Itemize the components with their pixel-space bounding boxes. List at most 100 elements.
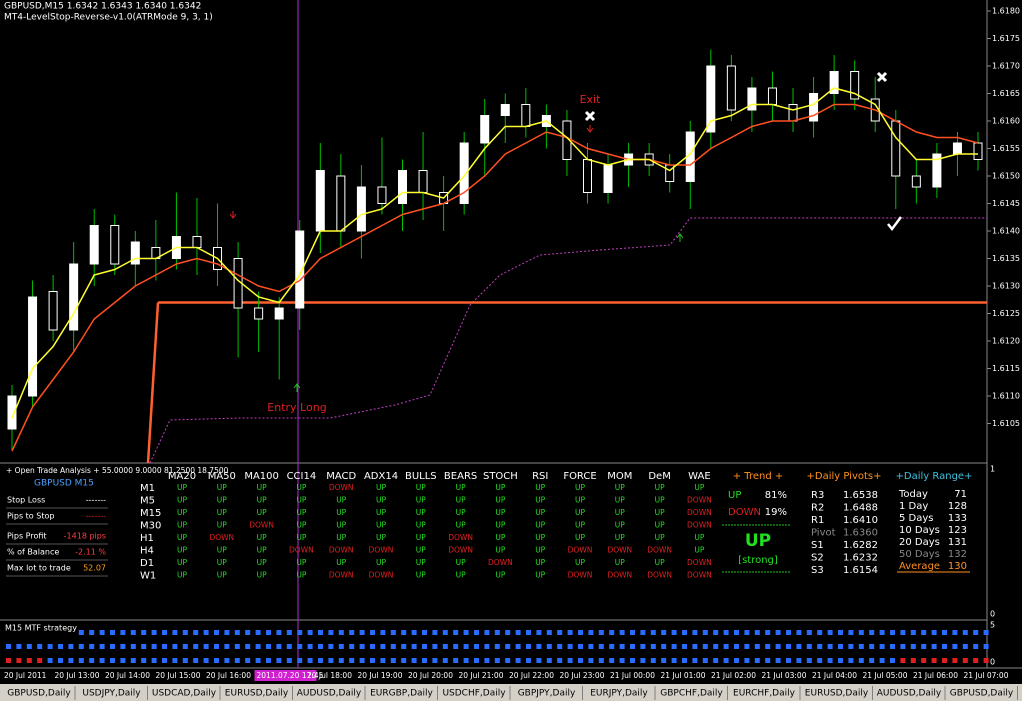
- strategy-dot: [245, 630, 251, 635]
- strategy-dot: [193, 658, 199, 663]
- trend-signal: UP: [745, 531, 771, 551]
- price-tick-label: 1.6140: [992, 227, 1020, 236]
- strategy-dot: [754, 630, 760, 635]
- price-tick-label: 1.6155: [992, 144, 1020, 153]
- strategy-dot: [661, 630, 667, 635]
- timeframe-label: M1: [140, 483, 155, 494]
- strategy-dot: [276, 630, 282, 635]
- strategy-dot: [786, 658, 791, 663]
- strategy-dot: [765, 630, 771, 635]
- tab[interactable]: GBPJPY,Daily: [518, 689, 576, 699]
- strategy-dot: [578, 658, 583, 663]
- candle-body: [89, 225, 99, 265]
- range-value: 133: [948, 513, 967, 524]
- strategy-dot: [890, 630, 895, 635]
- strategy-dot: [910, 630, 916, 635]
- ma-fast: [11, 87, 978, 419]
- tab[interactable]: EURUSD,Daily: [805, 689, 869, 699]
- pivot-label: Pivot: [811, 528, 836, 539]
- range-value: 131: [948, 537, 967, 548]
- trend-strength: [strong]: [738, 555, 778, 566]
- signal-cell: UP: [296, 533, 306, 542]
- time-label: 20 Jul 13:00: [55, 671, 100, 680]
- signal-cell: DOWN: [607, 546, 632, 555]
- matrix-header: ADX14: [364, 471, 398, 482]
- range-title: +Daily Range+: [896, 471, 973, 482]
- signal-cell: UP: [495, 571, 505, 580]
- strategy-dot: [411, 644, 417, 649]
- strategy-dot: [68, 658, 74, 663]
- pivot-value: 1.6154: [843, 565, 878, 576]
- strategy-dot: [120, 658, 126, 663]
- strategy-dot: [453, 644, 459, 649]
- sell-arrow: [229, 125, 594, 219]
- strategy-dot: [151, 658, 157, 663]
- pivot-label: R2: [811, 503, 824, 514]
- signal-cell: UP: [535, 496, 545, 505]
- candle-body: [973, 142, 983, 160]
- tab[interactable]: GBPCHF,Daily: [660, 689, 723, 699]
- signal-cell: UP: [296, 483, 306, 492]
- price-tick-label: 1.6115: [992, 364, 1020, 373]
- signal-cell: UP: [296, 558, 306, 567]
- signal-cell: UP: [177, 521, 187, 530]
- strategy-scale: 5: [990, 621, 995, 630]
- signal-cell: UP: [655, 558, 665, 567]
- strategy-dot: [942, 658, 947, 663]
- signal-cell: UP: [376, 483, 386, 492]
- strategy-scale: 0: [990, 658, 995, 667]
- trend-up-label: UP: [728, 490, 741, 501]
- strategy-dot: [141, 630, 147, 635]
- strategy-dot: [817, 630, 823, 635]
- strategy-dot: [286, 658, 292, 663]
- tab[interactable]: EURJPY,Daily: [590, 689, 648, 699]
- candle-body: [911, 175, 921, 188]
- strategy-dot: [432, 630, 438, 635]
- tab[interactable]: GBPUSD,Daily: [7, 689, 71, 699]
- strategy-dot: [390, 630, 396, 635]
- time-label: 21 Jul 05:00: [863, 671, 908, 680]
- strategy-dot: [266, 630, 271, 635]
- signal-cell: UP: [615, 508, 625, 517]
- strategy-dot: [806, 644, 812, 649]
- strategy-dot: [370, 630, 375, 635]
- strategy-dot: [900, 658, 906, 663]
- tab[interactable]: EURCHF,Daily: [733, 689, 796, 699]
- strategy-dot: [432, 658, 438, 663]
- signal-cell: DOWN: [607, 571, 632, 580]
- strategy-dot: [671, 644, 677, 649]
- signal-cell: UP: [495, 521, 505, 530]
- tab[interactable]: EURUSD,Daily: [225, 689, 289, 699]
- tab[interactable]: EURGBP,Daily: [370, 689, 433, 699]
- tab[interactable]: AUDUSD,Daily: [297, 689, 362, 699]
- strategy-dot: [879, 658, 885, 663]
- timeframe-label: D1: [140, 558, 154, 569]
- strategy-dot: [848, 644, 854, 649]
- candle-body: [110, 225, 120, 265]
- pivot-label: R1: [811, 515, 824, 526]
- strategy-dot: [973, 630, 979, 635]
- signal-cell: UP: [336, 521, 346, 530]
- pivot-label: R3: [811, 490, 824, 501]
- signal-cell: UP: [177, 533, 187, 542]
- entry-level-riser: [146, 302, 160, 464]
- signal-cell: UP: [575, 521, 585, 530]
- signal-cell: UP: [615, 496, 625, 505]
- signal-cell: DOWN: [329, 483, 354, 492]
- tab[interactable]: USDJPY,Daily: [82, 689, 141, 699]
- time-label: 20 Jul 21:00: [459, 671, 504, 680]
- signal-cell: UP: [177, 496, 187, 505]
- tab[interactable]: GBPUSD,Daily: [950, 689, 1014, 699]
- tab[interactable]: USDCAD,Daily: [152, 689, 217, 699]
- price-tick-label: 1.6120: [992, 337, 1020, 346]
- strategy-dot: [546, 630, 552, 635]
- strategy-dot: [598, 658, 604, 663]
- signal-cell: UP: [416, 571, 426, 580]
- signal-cell: UP: [575, 558, 585, 567]
- tab[interactable]: AUDUSD,Daily: [877, 689, 942, 699]
- strategy-dot: [359, 644, 365, 649]
- tab[interactable]: USDCHF,Daily: [442, 689, 506, 699]
- signal-cell: DOWN: [209, 533, 234, 542]
